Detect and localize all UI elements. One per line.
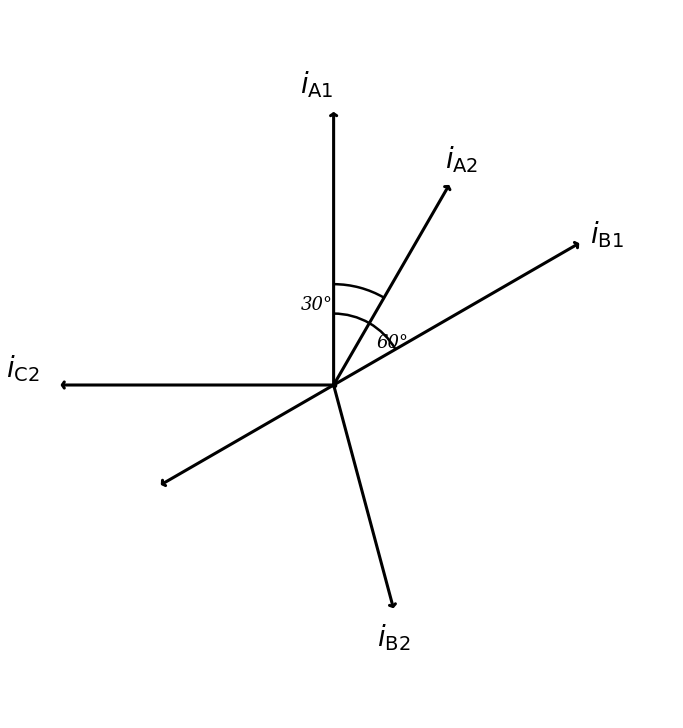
Text: $i_{\mathrm{A}1}$: $i_{\mathrm{A}1}$	[300, 69, 333, 100]
Text: 30°: 30°	[301, 296, 333, 314]
Text: $i_{\mathrm{A}2}$: $i_{\mathrm{A}2}$	[445, 144, 479, 175]
Text: 60°: 60°	[376, 334, 408, 352]
Text: $i_{\mathrm{C}2}$: $i_{\mathrm{C}2}$	[6, 353, 40, 384]
Text: $i_{\mathrm{B}2}$: $i_{\mathrm{B}2}$	[377, 622, 410, 653]
Text: $i_{\mathrm{B}1}$: $i_{\mathrm{B}1}$	[589, 219, 624, 250]
